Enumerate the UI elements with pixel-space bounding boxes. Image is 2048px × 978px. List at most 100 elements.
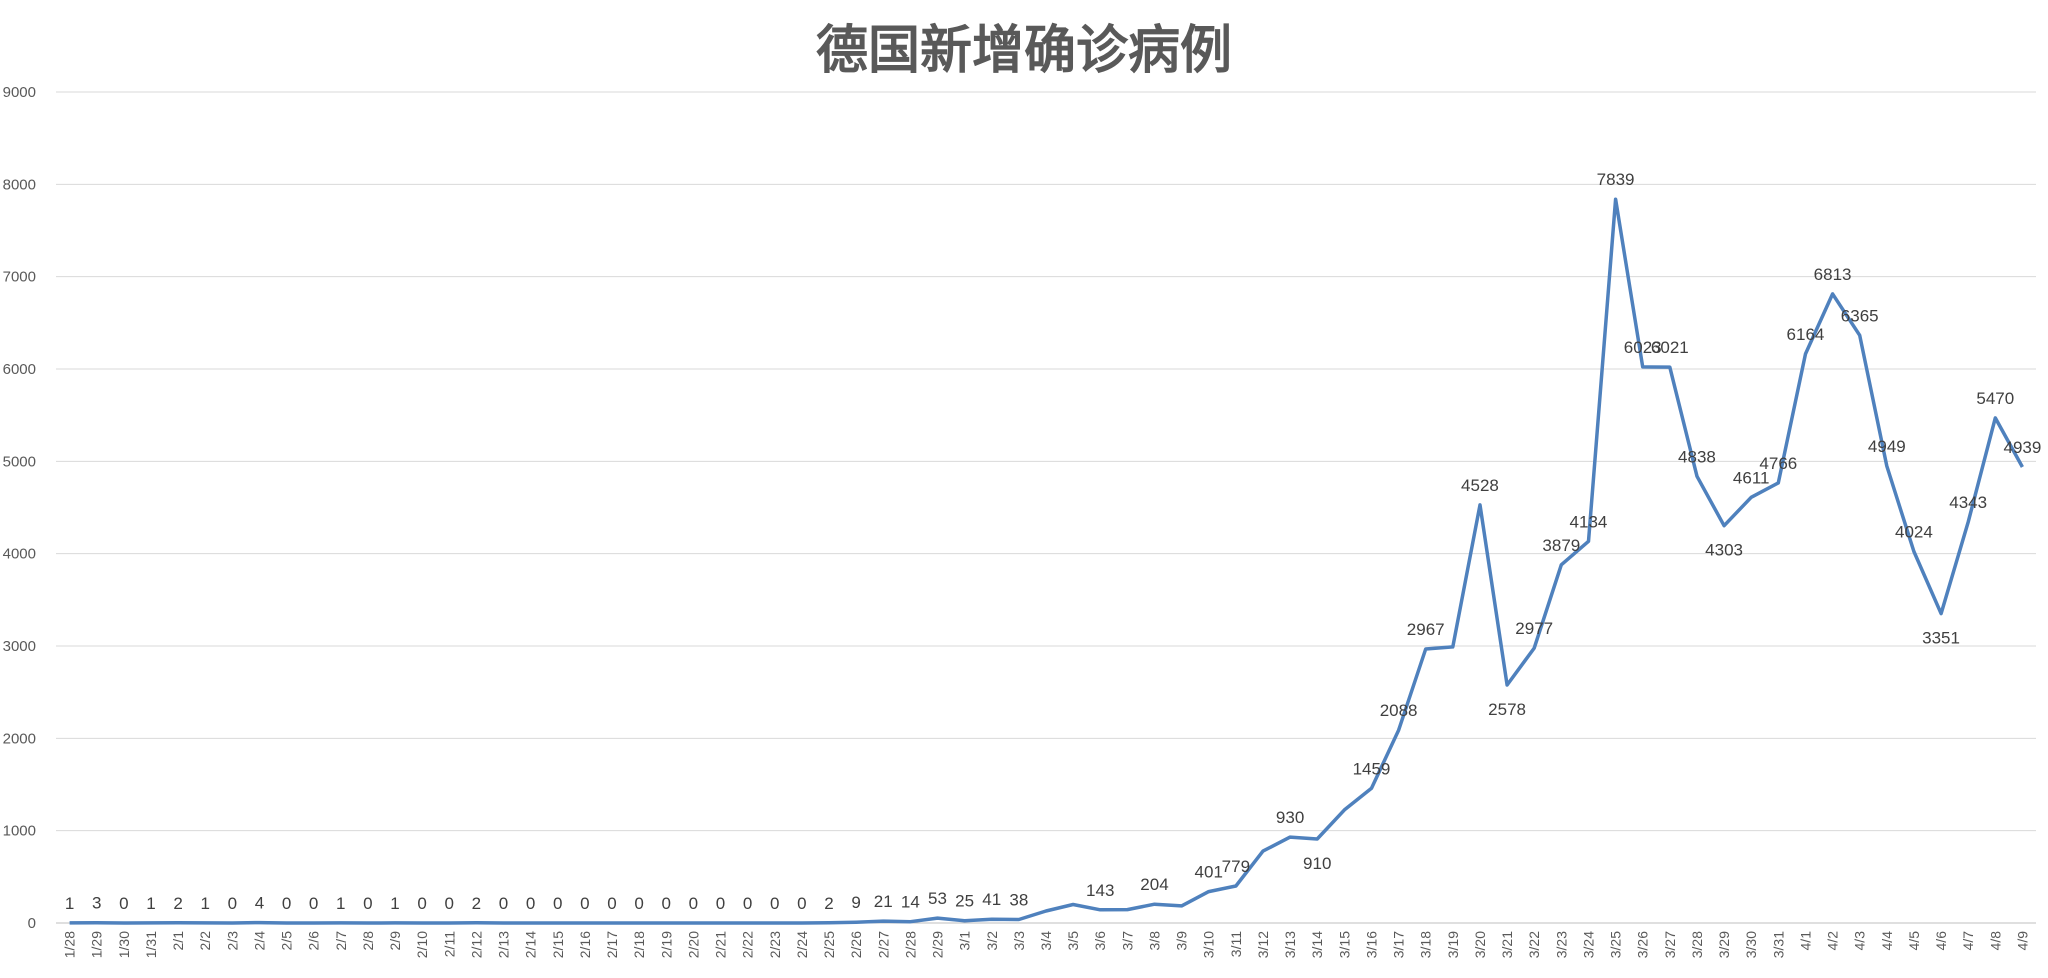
data-label: 0 — [770, 894, 779, 913]
data-label: 2 — [173, 894, 182, 913]
grid-layer — [56, 91, 2036, 924]
data-label: 204 — [1140, 875, 1168, 894]
data-label: 6813 — [1814, 265, 1852, 284]
x-tick-label: 1/28 — [62, 931, 78, 958]
x-tick-label: 2/12 — [468, 931, 484, 958]
x-tick-label: 3/17 — [1391, 931, 1407, 958]
x-tick-label: 3/10 — [1201, 931, 1217, 958]
data-label: 4343 — [1949, 493, 1987, 512]
data-label: 4134 — [1570, 512, 1608, 531]
y-tick-label: 6000 — [3, 361, 36, 378]
data-label: 930 — [1276, 808, 1304, 827]
x-tick-label: 3/9 — [1174, 931, 1190, 951]
data-label: 0 — [526, 894, 535, 913]
x-tick-label: 2/8 — [360, 931, 376, 951]
x-tick-label: 2/5 — [279, 931, 295, 951]
x-tick-label: 3/18 — [1418, 931, 1434, 958]
data-label: 0 — [363, 894, 372, 913]
x-tick-label: 2/2 — [197, 931, 213, 951]
x-tick-label: 3/5 — [1065, 931, 1081, 951]
y-tick-label: 1000 — [3, 823, 36, 840]
data-labels: 1 3 0 1 2 1 0 4 0 0 1 0 1 0 0 2 0 0 0 0 0 0 0 0 0 0 0 0 2 9 21 14 53 25 41… — [65, 170, 2042, 913]
x-tick-label: 1/29 — [89, 931, 105, 958]
x-tick-label: 3/3 — [1011, 931, 1027, 951]
y-tick-label: 9000 — [3, 84, 36, 101]
data-label: 0 — [417, 894, 426, 913]
data-label: 1459 — [1353, 759, 1391, 778]
y-tick-label: 8000 — [3, 176, 36, 193]
data-label: 4303 — [1705, 541, 1743, 560]
data-label: 6021 — [1651, 338, 1689, 357]
data-label: 2578 — [1488, 700, 1526, 719]
x-tick-label: 2/20 — [685, 931, 701, 958]
x-tick-label: 3/2 — [984, 931, 1000, 951]
data-label: 2967 — [1407, 620, 1445, 639]
x-tick-label: 4/8 — [1987, 931, 2003, 951]
x-axis-ticks: 1/28 1/29 1/30 1/31 2/1 2/2 2/3 2/4 2/5 2/6 2/7 2/8… — [62, 931, 2031, 958]
x-tick-label: 3/6 — [1092, 931, 1108, 951]
x-tick-label: 2/7 — [333, 931, 349, 951]
data-label: 0 — [689, 894, 698, 913]
x-tick-label: 1/31 — [143, 931, 159, 958]
x-tick-label: 3/4 — [1038, 931, 1054, 951]
x-tick-label: 4/4 — [1879, 931, 1895, 951]
x-tick-label: 2/25 — [821, 931, 837, 958]
x-tick-label: 2/24 — [794, 931, 810, 958]
x-tick-label: 3/24 — [1580, 931, 1596, 958]
x-tick-label: 2/9 — [387, 931, 403, 951]
y-tick-label: 0 — [28, 915, 36, 932]
x-tick-label: 3/14 — [1309, 931, 1325, 958]
x-tick-label: 2/4 — [251, 931, 267, 951]
x-tick-label: 3/25 — [1608, 931, 1624, 958]
x-tick-label: 3/1 — [957, 931, 973, 951]
x-tick-label: 2/16 — [577, 931, 593, 958]
x-tick-label: 1/30 — [116, 931, 132, 958]
data-label: 14 — [901, 893, 920, 912]
data-label: 4838 — [1678, 447, 1716, 466]
x-tick-label: 4/2 — [1825, 931, 1841, 951]
data-label: 0 — [309, 894, 318, 913]
data-label: 0 — [228, 894, 237, 913]
data-label: 25 — [955, 892, 974, 911]
data-label: 0 — [716, 894, 725, 913]
data-label: 6164 — [1787, 325, 1825, 344]
data-label: 4024 — [1895, 522, 1933, 541]
data-label: 0 — [119, 894, 128, 913]
chart-title: 德国新增确诊病例 — [815, 21, 1232, 81]
x-tick-label: 2/23 — [767, 931, 783, 958]
x-tick-label: 3/21 — [1499, 931, 1515, 958]
data-label: 38 — [1009, 890, 1028, 909]
data-label: 4949 — [1868, 437, 1906, 456]
data-label: 4611 — [1733, 468, 1770, 487]
data-label: 0 — [445, 894, 454, 913]
data-label: 2088 — [1380, 701, 1418, 720]
data-label: 1 — [146, 894, 155, 913]
x-tick-label: 2/14 — [523, 931, 539, 958]
data-label: 41 — [982, 890, 1001, 909]
x-tick-label: 3/30 — [1743, 931, 1759, 958]
data-label: 2 — [824, 894, 833, 913]
x-tick-label: 3/28 — [1689, 931, 1705, 958]
data-label: 779 — [1222, 857, 1250, 876]
y-tick-label: 4000 — [3, 546, 36, 563]
data-label: 3351 — [1922, 629, 1960, 648]
y-axis-ticks: 0 1000 2000 3000 4000 5000 6000 7000 8000 9000 — [3, 84, 36, 932]
data-label: 4 — [255, 894, 264, 913]
data-label: 1 — [65, 894, 74, 913]
data-label: 3 — [92, 894, 101, 913]
data-label: 1 — [200, 894, 209, 913]
x-tick-label: 2/26 — [848, 931, 864, 958]
x-tick-label: 3/12 — [1255, 931, 1271, 958]
data-label: 7839 — [1597, 170, 1635, 189]
data-label: 4939 — [2004, 438, 2042, 457]
x-tick-label: 2/6 — [306, 931, 322, 951]
data-label: 53 — [928, 889, 947, 908]
data-label: 910 — [1303, 854, 1331, 873]
series-line — [69, 197, 2024, 925]
data-label: 9 — [851, 893, 860, 912]
data-label: 0 — [797, 894, 806, 913]
x-tick-label: 3/15 — [1336, 931, 1352, 958]
data-label: 0 — [607, 894, 616, 913]
